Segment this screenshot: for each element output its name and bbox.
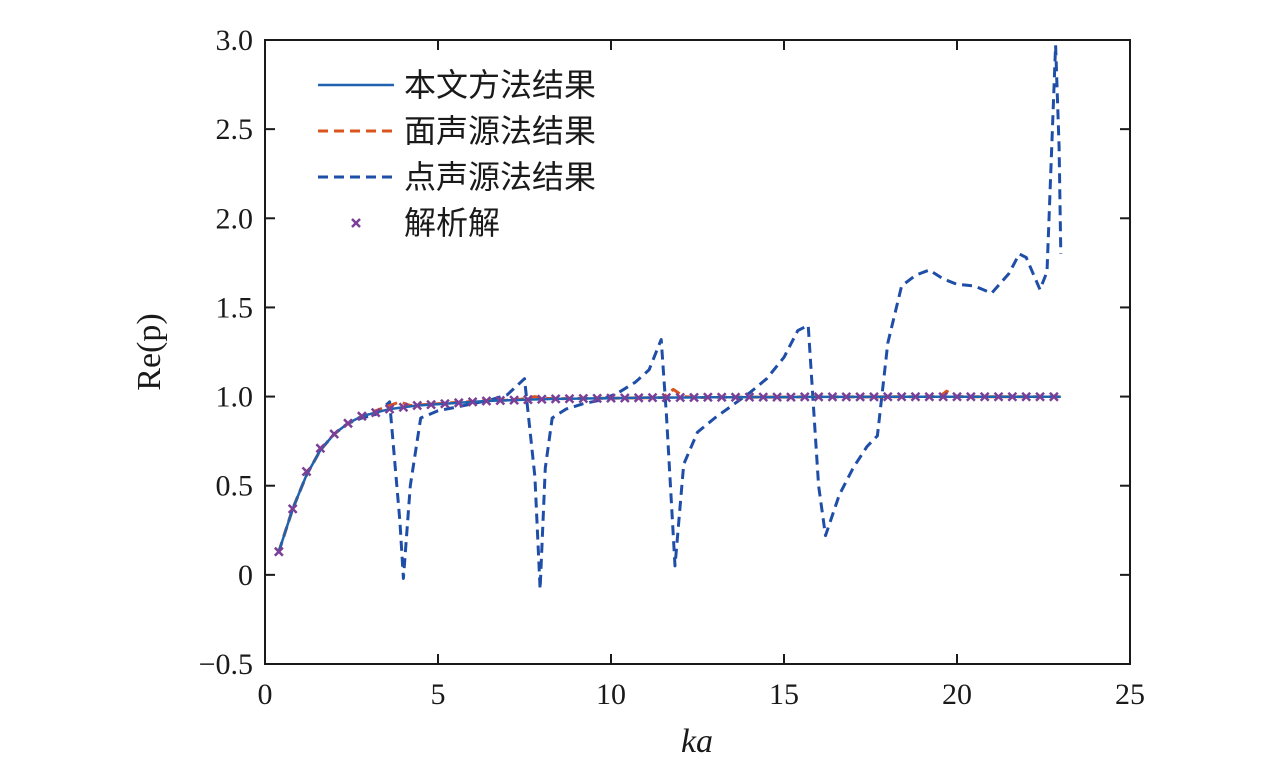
marker-layer bbox=[273, 391, 1059, 557]
legend-label: 点声源法结果 bbox=[404, 158, 596, 196]
x-axis-label: ka bbox=[681, 723, 713, 760]
analytic-marker bbox=[1035, 391, 1045, 402]
y-axis-label: Re(p) bbox=[131, 313, 168, 390]
x-tick-label: 15 bbox=[769, 678, 799, 711]
analytic-marker bbox=[453, 397, 464, 408]
series-line-3 bbox=[277, 43, 1063, 591]
analytic-marker bbox=[536, 394, 547, 405]
analytic-marker bbox=[495, 395, 506, 406]
analytic-marker bbox=[329, 429, 340, 439]
analytic-marker bbox=[647, 392, 658, 403]
analytic-marker bbox=[481, 396, 492, 406]
analytic-marker bbox=[979, 391, 990, 402]
y-axis-ticks: −0.5 0 0.5 1.0 1.5 2.0 2.5 3.0 bbox=[199, 24, 1130, 681]
analytic-marker bbox=[661, 392, 672, 403]
legend-swatch bbox=[351, 218, 361, 228]
analytic-marker bbox=[938, 391, 949, 402]
analytic-marker bbox=[592, 393, 603, 404]
analytic-marker bbox=[882, 391, 893, 402]
analytic-marker bbox=[619, 393, 630, 403]
analytic-marker bbox=[1048, 391, 1059, 402]
analytic-marker bbox=[273, 546, 284, 557]
analytic-marker bbox=[965, 391, 976, 402]
analytic-marker bbox=[841, 392, 852, 402]
analytic-marker bbox=[343, 418, 353, 429]
analytic-marker bbox=[1021, 391, 1032, 402]
analytic-marker bbox=[758, 392, 769, 402]
analytic-marker bbox=[896, 391, 907, 402]
y-tick-label: 0.5 bbox=[216, 470, 254, 503]
analytic-marker bbox=[301, 466, 312, 477]
analytic-marker bbox=[869, 392, 879, 402]
analytic-marker bbox=[426, 399, 436, 410]
y-tick-label: 2.5 bbox=[216, 113, 254, 146]
analytic-marker bbox=[772, 392, 782, 402]
legend-label: 本文方法结果 bbox=[404, 66, 596, 104]
analytic-marker bbox=[550, 394, 561, 404]
analytic-marker bbox=[509, 395, 520, 406]
series-layer bbox=[277, 43, 1063, 591]
series-line-1 bbox=[277, 395, 1061, 553]
analytic-marker bbox=[606, 393, 616, 404]
analytic-marker bbox=[689, 392, 699, 403]
analytic-marker bbox=[1007, 391, 1018, 402]
analytic-marker bbox=[993, 391, 1004, 402]
analytic-marker bbox=[675, 392, 686, 403]
analytic-marker bbox=[716, 392, 727, 403]
analytic-marker bbox=[356, 411, 367, 422]
y-tick-label: 1.0 bbox=[216, 381, 254, 414]
analytic-marker bbox=[467, 397, 478, 407]
x-tick-label: 10 bbox=[596, 678, 626, 711]
analytic-marker bbox=[412, 400, 423, 411]
analytic-marker bbox=[315, 443, 326, 454]
legend-label: 面声源法结果 bbox=[404, 112, 596, 150]
analytic-marker bbox=[440, 398, 450, 409]
analytic-marker bbox=[924, 391, 935, 402]
analytic-marker bbox=[287, 504, 298, 514]
plot-frame bbox=[264, 39, 1131, 665]
analytic-marker bbox=[578, 393, 589, 404]
analytic-marker bbox=[827, 392, 838, 402]
analytic-marker bbox=[702, 392, 713, 403]
y-tick-label: −0.5 bbox=[199, 648, 253, 681]
analytic-marker bbox=[910, 391, 921, 402]
analytic-marker bbox=[633, 392, 644, 403]
x-tick-label: 0 bbox=[258, 678, 273, 711]
analytic-marker bbox=[523, 394, 533, 405]
y-tick-label: 0 bbox=[238, 559, 253, 592]
analytic-marker bbox=[370, 407, 381, 418]
analytic-marker bbox=[730, 392, 741, 403]
x-tick-label: 20 bbox=[942, 678, 972, 711]
analytic-marker bbox=[744, 392, 755, 402]
y-tick-label: 3.0 bbox=[216, 24, 254, 57]
analytic-marker bbox=[384, 404, 395, 414]
analytic-marker bbox=[952, 391, 962, 402]
analytic-marker bbox=[786, 392, 796, 402]
analytic-marker bbox=[813, 392, 824, 402]
analytic-marker bbox=[398, 402, 409, 413]
y-tick-label: 1.5 bbox=[216, 291, 254, 324]
x-axis-ticks: 0 5 10 15 20 25 bbox=[258, 40, 1145, 711]
legend-label: 解析解 bbox=[404, 204, 500, 242]
analytic-marker bbox=[799, 392, 810, 402]
y-tick-label: 2.0 bbox=[216, 202, 254, 235]
x-tick-label: 5 bbox=[431, 678, 446, 711]
x-tick-label: 25 bbox=[1115, 678, 1145, 711]
analytic-marker bbox=[564, 393, 575, 404]
analytic-marker bbox=[855, 392, 866, 402]
